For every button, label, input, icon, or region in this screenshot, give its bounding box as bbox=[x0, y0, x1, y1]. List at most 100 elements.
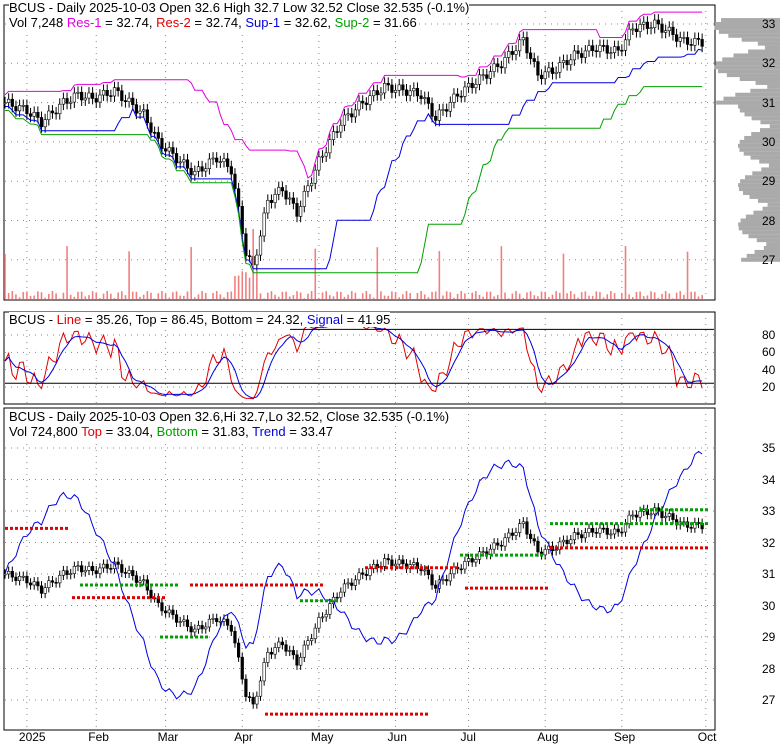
candle-body bbox=[528, 533, 533, 539]
candle-body bbox=[3, 573, 7, 576]
candle-body bbox=[452, 93, 456, 103]
sup1-value: = 32.62, bbox=[280, 15, 335, 30]
candle-body bbox=[477, 74, 482, 85]
candle-body bbox=[496, 542, 500, 546]
y-tick-label: 80 bbox=[762, 328, 776, 342]
candle-body bbox=[193, 628, 197, 633]
volume-profile-bar bbox=[740, 179, 780, 184]
volume-profile-bar bbox=[761, 167, 780, 172]
volume-bar bbox=[391, 291, 393, 299]
candle-body bbox=[50, 110, 55, 114]
volume-bar bbox=[690, 291, 692, 299]
candle-body bbox=[631, 28, 635, 31]
candle-body bbox=[255, 254, 259, 266]
volume-bar bbox=[697, 296, 700, 299]
candle-body bbox=[412, 562, 416, 565]
candle-body bbox=[463, 561, 467, 570]
candle-body bbox=[375, 90, 379, 96]
volume-profile-bar bbox=[741, 37, 780, 42]
candle-body bbox=[605, 45, 609, 54]
candle-body bbox=[101, 563, 106, 569]
candle-body bbox=[346, 113, 350, 116]
volume-bar bbox=[602, 297, 605, 299]
volume-profile-bar bbox=[717, 69, 780, 74]
candle-body bbox=[594, 50, 598, 52]
candle-body bbox=[390, 559, 394, 567]
candle-body bbox=[83, 570, 87, 573]
volume-profile-bar bbox=[723, 96, 780, 101]
volume-bar bbox=[409, 293, 411, 299]
candle-body bbox=[612, 46, 617, 53]
x-tick-label: Mar bbox=[157, 730, 179, 744]
volume-bar bbox=[288, 296, 291, 299]
volume-profile-bar bbox=[760, 128, 780, 133]
volume-bar bbox=[438, 251, 441, 299]
volume-bar bbox=[277, 296, 280, 299]
candle-body bbox=[543, 549, 547, 556]
volume-bar bbox=[464, 293, 466, 299]
candle-body bbox=[350, 582, 354, 586]
volume-bar bbox=[500, 246, 503, 299]
x-tick-label: Feb bbox=[88, 730, 109, 744]
res2-value: = 32.74, bbox=[190, 15, 246, 30]
trend-label: Trend bbox=[252, 424, 286, 439]
candle-body bbox=[514, 50, 518, 55]
candle-body bbox=[255, 695, 259, 705]
volume-bar bbox=[292, 295, 295, 299]
candle-body bbox=[123, 100, 128, 102]
candle-body bbox=[580, 53, 584, 58]
volume-profile-bar bbox=[718, 29, 780, 34]
volume-bar bbox=[354, 292, 357, 299]
candle-body bbox=[160, 602, 164, 612]
volume-bar bbox=[124, 295, 127, 299]
x-tick-label: Oct bbox=[697, 730, 717, 744]
candle-body bbox=[291, 197, 295, 204]
volume-bar bbox=[555, 291, 557, 299]
candle-body bbox=[61, 98, 65, 105]
volume-bar bbox=[80, 291, 83, 299]
volume-profile-bar bbox=[766, 242, 780, 247]
candle-body bbox=[204, 626, 208, 630]
candle-body bbox=[532, 538, 536, 542]
candle-body bbox=[98, 94, 102, 103]
candle-body bbox=[269, 651, 274, 655]
candle-body bbox=[72, 92, 76, 103]
candle-body bbox=[299, 206, 303, 217]
candle-body bbox=[361, 100, 365, 104]
candle-body bbox=[492, 542, 496, 550]
volume-bar bbox=[493, 296, 495, 299]
volume-bar bbox=[168, 297, 171, 299]
volume-bar bbox=[544, 291, 546, 299]
volume-bar bbox=[197, 294, 200, 299]
volume-bar bbox=[332, 296, 335, 299]
volume-bar bbox=[248, 277, 251, 299]
candle-body bbox=[682, 37, 686, 39]
volume-bar bbox=[33, 295, 35, 299]
candle-body bbox=[277, 187, 281, 195]
candle-body bbox=[196, 166, 201, 172]
candle-body bbox=[28, 113, 33, 117]
volume-bar bbox=[310, 291, 313, 299]
volume-bar bbox=[526, 292, 528, 299]
candle-body bbox=[470, 82, 474, 89]
candle-body bbox=[576, 50, 580, 54]
candle-body bbox=[612, 528, 617, 535]
volume-bar bbox=[613, 293, 616, 299]
candle-body bbox=[65, 570, 69, 575]
candle-body bbox=[653, 19, 657, 28]
candle-body bbox=[200, 625, 204, 630]
volume-bar bbox=[496, 295, 499, 299]
volume-bar bbox=[449, 292, 452, 299]
candle-body bbox=[455, 93, 460, 97]
candle-body bbox=[112, 87, 117, 97]
candle-body bbox=[434, 584, 438, 589]
volume-profile-bar bbox=[738, 143, 780, 148]
candle-body bbox=[634, 28, 639, 32]
volume-bar bbox=[679, 291, 682, 299]
volume-bar bbox=[256, 271, 258, 299]
candle-body bbox=[466, 558, 471, 562]
candle-body bbox=[218, 161, 222, 163]
candle-body bbox=[415, 88, 420, 97]
candle-body bbox=[631, 514, 635, 517]
